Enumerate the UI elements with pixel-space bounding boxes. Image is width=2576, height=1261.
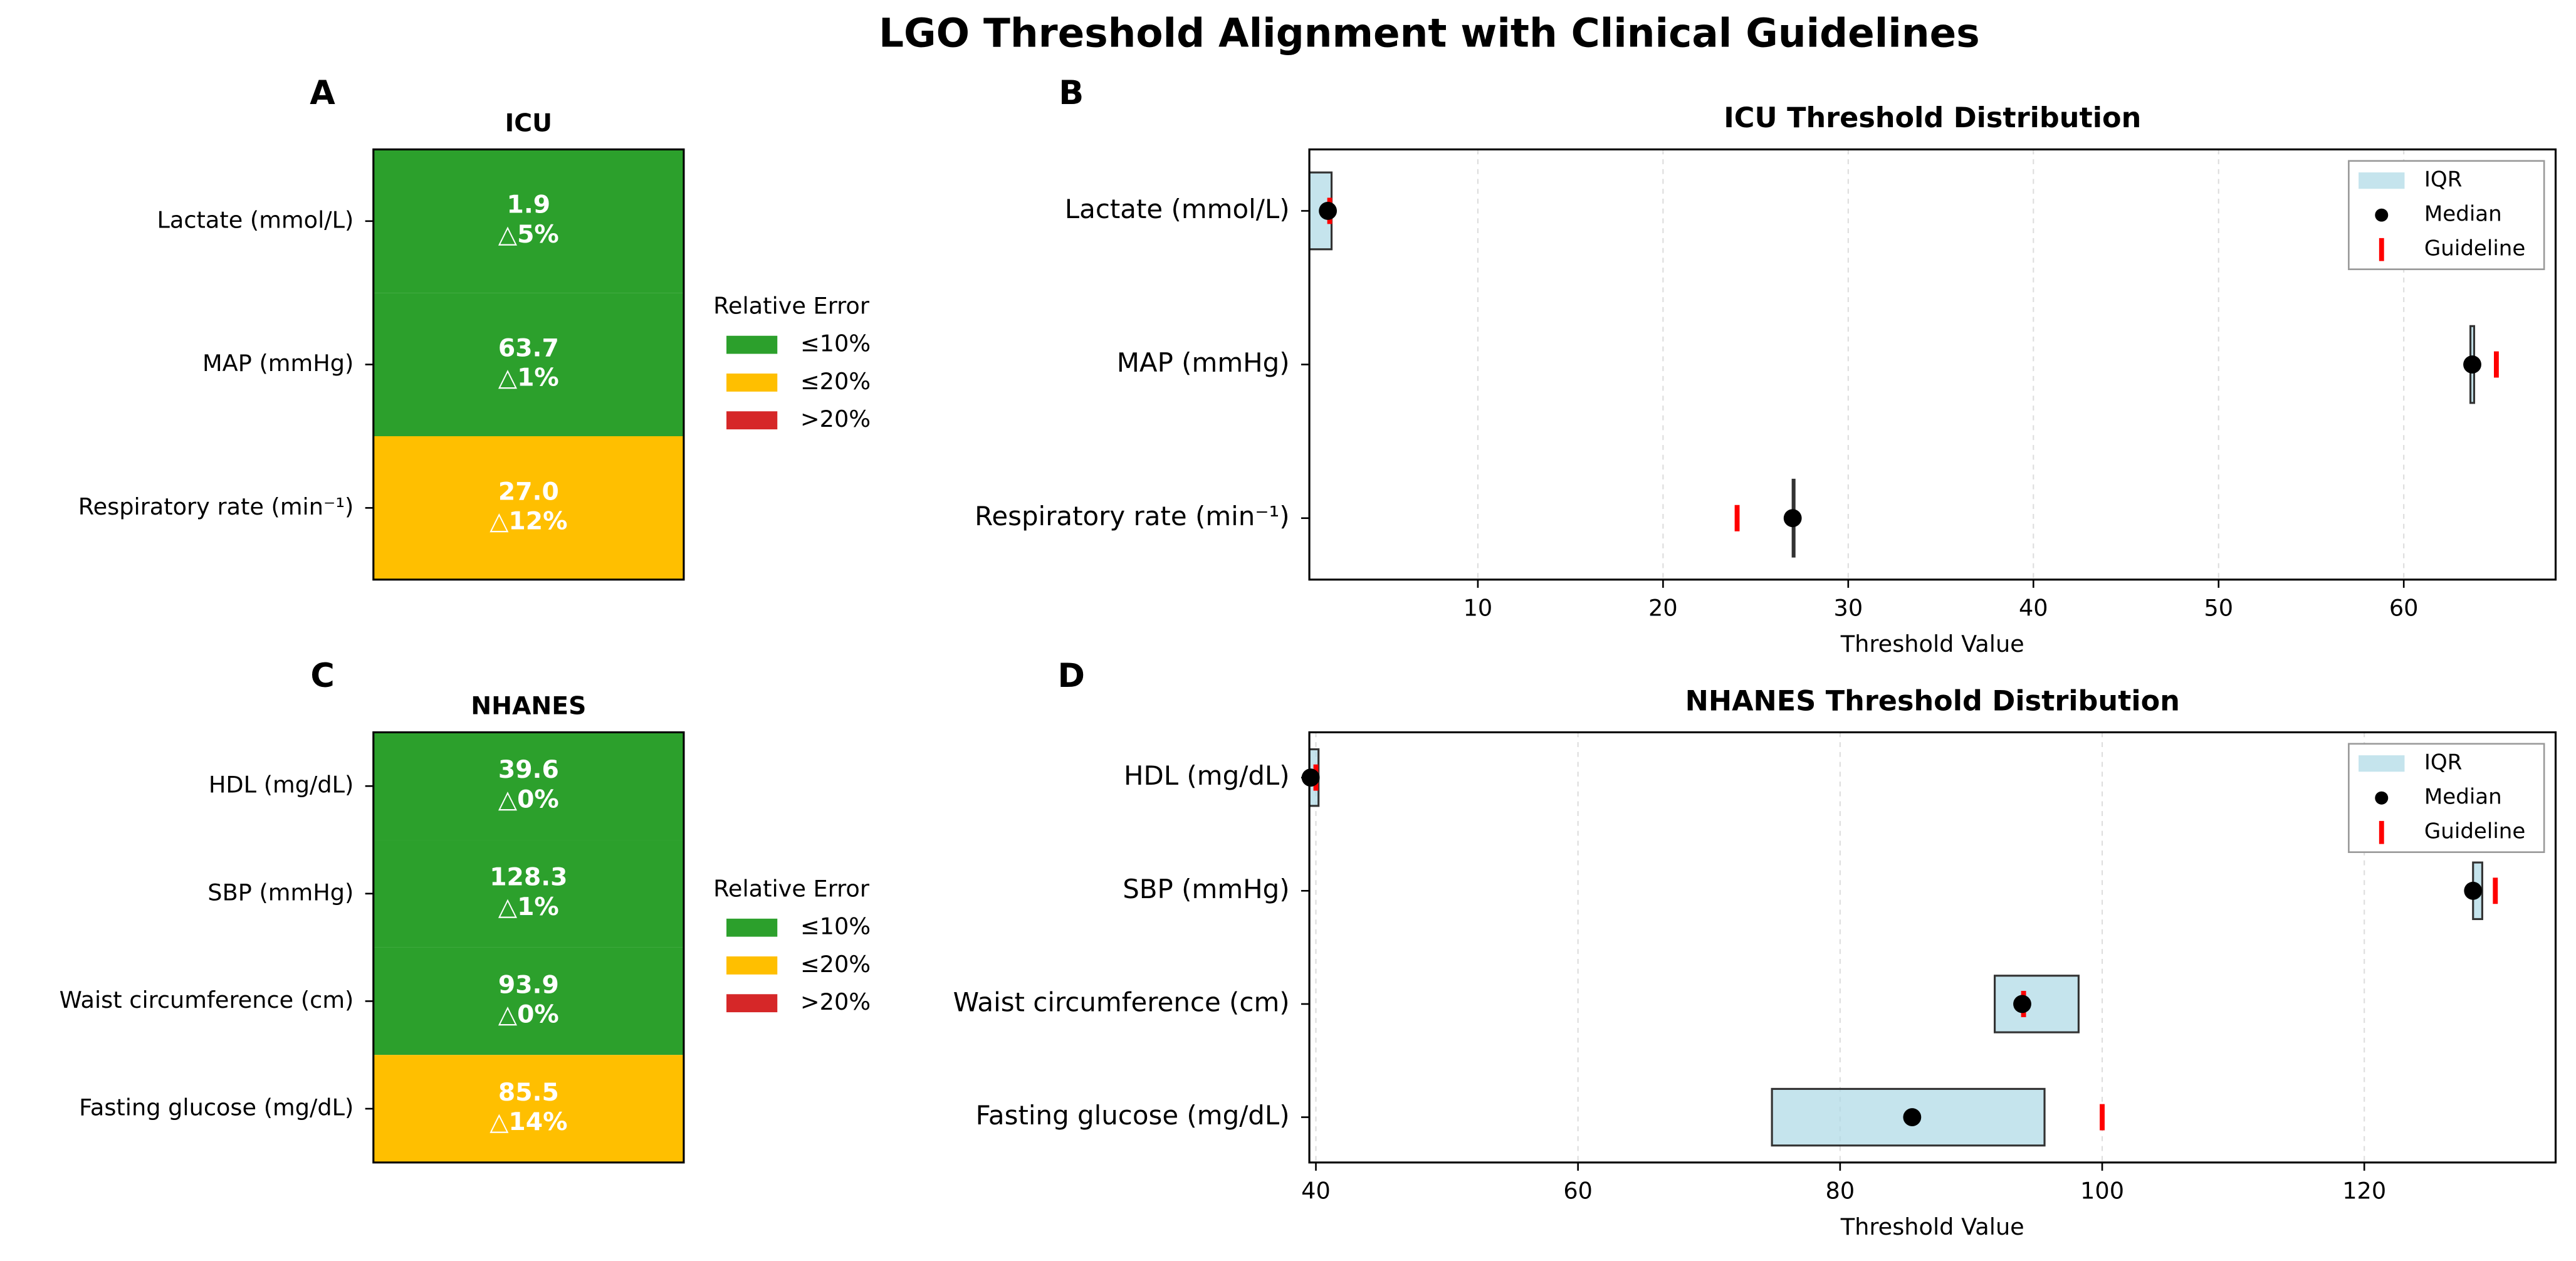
cell-value: 63.7 bbox=[498, 335, 559, 363]
cell-value: 27.0 bbox=[498, 478, 559, 506]
figure-title: LGO Threshold Alignment with Clinical Gu… bbox=[879, 11, 1980, 56]
legend-title: Relative Error bbox=[713, 292, 870, 319]
x-axis-label: Threshold Value bbox=[1840, 630, 2024, 657]
heatmap-cell bbox=[373, 732, 684, 840]
cell-value: 39.6 bbox=[498, 756, 559, 784]
row-label: Fasting glucose (mg/dL) bbox=[79, 1094, 353, 1121]
row-label: Respiratory rate (min⁻¹) bbox=[78, 493, 354, 520]
row-label: Lactate (mmol/L) bbox=[157, 206, 353, 233]
x-tick-label: 20 bbox=[1648, 594, 1678, 621]
x-tick-label: 10 bbox=[1463, 594, 1493, 621]
x-tick-label: 120 bbox=[2342, 1177, 2386, 1204]
cell-value: 128.3 bbox=[490, 864, 567, 892]
legend-swatch bbox=[726, 411, 778, 430]
heatmap-frame bbox=[372, 731, 685, 1164]
axes-frame bbox=[1308, 148, 2557, 581]
legend-label: Median bbox=[2424, 785, 2502, 810]
cell-error: △0% bbox=[498, 785, 559, 814]
x-tick-label: 50 bbox=[2204, 594, 2233, 621]
legend-swatch bbox=[2375, 208, 2389, 222]
x-tick-label: 60 bbox=[1563, 1177, 1593, 1204]
legend-label: IQR bbox=[2424, 167, 2462, 192]
row-label: MAP (mmHg) bbox=[202, 350, 353, 377]
legend-swatch bbox=[2375, 791, 2389, 805]
median-marker bbox=[1903, 1108, 1922, 1126]
y-tick-label: Fasting glucose (mg/dL) bbox=[976, 1100, 1290, 1131]
legend-swatch bbox=[2359, 755, 2405, 772]
cell-value: 85.5 bbox=[498, 1079, 559, 1107]
heatmap-cell bbox=[373, 1055, 684, 1163]
iqr-box bbox=[1994, 975, 2080, 1033]
cell-error: △12% bbox=[490, 507, 567, 535]
median-marker bbox=[2463, 355, 2481, 374]
heatmap-cell bbox=[373, 840, 684, 948]
x-tick-label: 80 bbox=[1826, 1177, 1855, 1204]
heatmap-frame bbox=[372, 148, 685, 581]
heatmap-cell bbox=[373, 149, 684, 293]
cell-error: △0% bbox=[498, 1000, 559, 1028]
legend-label: >20% bbox=[800, 406, 871, 432]
x-tick-label: 100 bbox=[2080, 1177, 2124, 1204]
legend-label: ≤20% bbox=[800, 368, 871, 395]
legend-label: ≤20% bbox=[800, 951, 871, 978]
legend-swatch bbox=[2359, 172, 2405, 189]
legend-swatch bbox=[726, 918, 778, 937]
panel-title: NHANES Threshold Distribution bbox=[1685, 684, 2180, 717]
x-axis-label: Threshold Value bbox=[1840, 1213, 2024, 1240]
legend-swatch bbox=[726, 374, 778, 392]
legend-label: IQR bbox=[2424, 750, 2462, 775]
y-tick-label: Waist circumference (cm) bbox=[953, 986, 1290, 1017]
cell-value: 1.9 bbox=[507, 191, 551, 219]
legend-swatch bbox=[726, 994, 778, 1013]
row-label: Waist circumference (cm) bbox=[60, 986, 354, 1013]
x-tick-label: 40 bbox=[2019, 594, 2048, 621]
row-label: HDL (mg/dL) bbox=[209, 772, 353, 798]
cell-error: △5% bbox=[498, 221, 559, 249]
panel-title: ICU bbox=[505, 110, 552, 138]
legend-label: >20% bbox=[800, 988, 871, 1015]
y-tick-label: Respiratory rate (min⁻¹) bbox=[975, 501, 1290, 531]
y-tick-label: MAP (mmHg) bbox=[1117, 347, 1290, 378]
y-tick-label: SBP (mmHg) bbox=[1123, 874, 1289, 904]
panel-label: B bbox=[1059, 74, 1084, 112]
heatmap-cell bbox=[373, 947, 684, 1055]
legend-label: Guideline bbox=[2424, 819, 2525, 844]
heatmap-cell bbox=[373, 293, 684, 436]
legend-label: ≤10% bbox=[800, 913, 871, 940]
heatmap-cell bbox=[373, 436, 684, 580]
cell-value: 93.9 bbox=[498, 971, 559, 999]
panel-label: C bbox=[310, 657, 334, 695]
median-marker bbox=[2464, 881, 2483, 900]
median-marker bbox=[1301, 768, 1320, 787]
legend-swatch bbox=[726, 956, 778, 975]
legend-label: Guideline bbox=[2424, 236, 2525, 261]
legend-label: ≤10% bbox=[800, 330, 871, 357]
cell-error: △1% bbox=[498, 893, 559, 921]
row-label: SBP (mmHg) bbox=[207, 879, 353, 906]
y-tick-label: HDL (mg/dL) bbox=[1124, 760, 1290, 791]
median-marker bbox=[2013, 995, 2031, 1013]
legend-swatch bbox=[726, 335, 778, 354]
x-tick-label: 30 bbox=[1834, 594, 1863, 621]
median-marker bbox=[1783, 509, 1802, 528]
cell-error: △1% bbox=[498, 364, 559, 392]
legend-title: Relative Error bbox=[713, 875, 870, 902]
panel-title: NHANES bbox=[471, 693, 586, 721]
axes-frame bbox=[1308, 731, 2557, 1164]
panel-label: A bbox=[310, 74, 335, 112]
legend-label: Median bbox=[2424, 202, 2502, 227]
x-tick-label: 60 bbox=[2389, 594, 2419, 621]
panel-title: ICU Threshold Distribution bbox=[1724, 102, 2141, 134]
x-tick-label: 40 bbox=[1301, 1177, 1331, 1204]
y-tick-label: Lactate (mmol/L) bbox=[1065, 194, 1290, 224]
cell-error: △14% bbox=[490, 1108, 567, 1136]
panel-label: D bbox=[1057, 657, 1084, 695]
median-marker bbox=[1319, 202, 1338, 220]
